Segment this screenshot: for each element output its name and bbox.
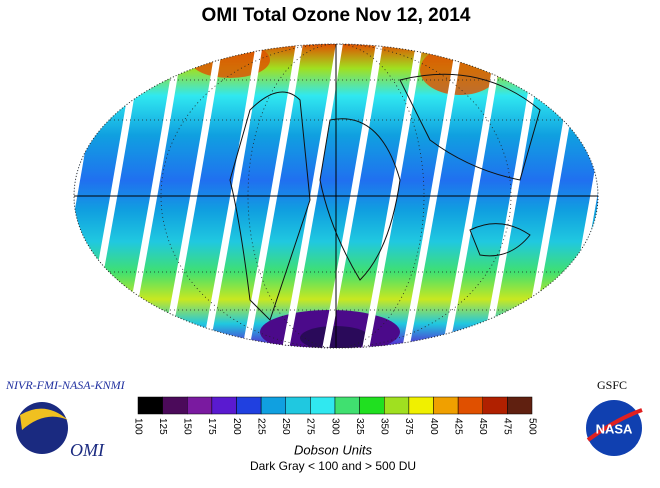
nasa-swoosh	[586, 408, 643, 442]
tick-label: 475	[502, 418, 513, 435]
color-swatch	[408, 396, 434, 415]
ozone-map	[74, 44, 598, 348]
tick-label: 100	[132, 418, 143, 435]
tick-label: 250	[280, 418, 291, 435]
color-swatch	[236, 396, 262, 415]
tick-label: 300	[329, 418, 340, 435]
color-swatch	[211, 396, 237, 415]
color-swatch	[162, 396, 188, 415]
coastline	[229, 73, 541, 321]
tick-label: 275	[305, 418, 316, 435]
tick-label: 200	[231, 418, 242, 435]
tick-label: 500	[526, 418, 537, 435]
color-swatch	[433, 396, 459, 415]
note: Dark Gray < 100 and > 500 DU	[250, 459, 416, 473]
left-logo-label: OMI	[70, 440, 105, 460]
title: OMI Total Ozone Nov 12, 2014	[202, 5, 471, 26]
tick-label: 225	[255, 418, 266, 435]
color-swatch	[260, 396, 286, 415]
globe-outline	[73, 43, 599, 349]
tick-label: 325	[354, 418, 365, 435]
tick-label: 400	[428, 418, 439, 435]
right-logo-label: NASA	[596, 421, 633, 436]
omi-swirl	[20, 408, 68, 430]
tick-label: 150	[182, 418, 193, 435]
ozone-high	[420, 45, 500, 95]
tick-label: 375	[403, 418, 414, 435]
color-swatch	[187, 396, 213, 415]
tick-label: 450	[477, 418, 488, 435]
color-swatch	[384, 396, 410, 415]
colorbar: 100 125 150 175 200 225 250 275 300 325 350 375 400 4…	[132, 396, 537, 435]
color-swatch	[482, 396, 508, 415]
ozone-low	[300, 326, 370, 348]
color-swatch	[285, 396, 311, 415]
color-swatch	[137, 396, 163, 415]
color-swatch	[359, 396, 385, 415]
tick-label: 350	[379, 418, 390, 435]
tick-label: 125	[157, 418, 168, 435]
tick-label: 175	[206, 418, 217, 435]
color-swatch	[457, 396, 483, 415]
right-logo-header: GSFC	[597, 378, 627, 392]
units: Dobson Units	[294, 442, 373, 457]
color-swatch	[310, 396, 336, 415]
color-swatch	[334, 396, 360, 415]
color-swatch	[507, 396, 533, 415]
tick-label: 425	[452, 418, 463, 435]
left-logo-header: NIVR-FMI-NASA-KNMI	[5, 378, 126, 392]
